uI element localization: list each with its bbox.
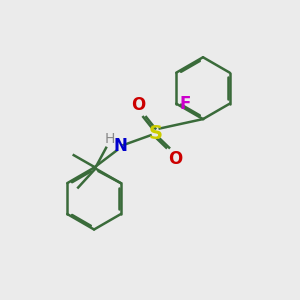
Text: H: H xyxy=(104,132,115,146)
Text: F: F xyxy=(180,94,191,112)
Text: O: O xyxy=(168,150,182,168)
Text: S: S xyxy=(149,124,163,143)
Text: N: N xyxy=(113,136,127,154)
Text: O: O xyxy=(131,96,145,114)
